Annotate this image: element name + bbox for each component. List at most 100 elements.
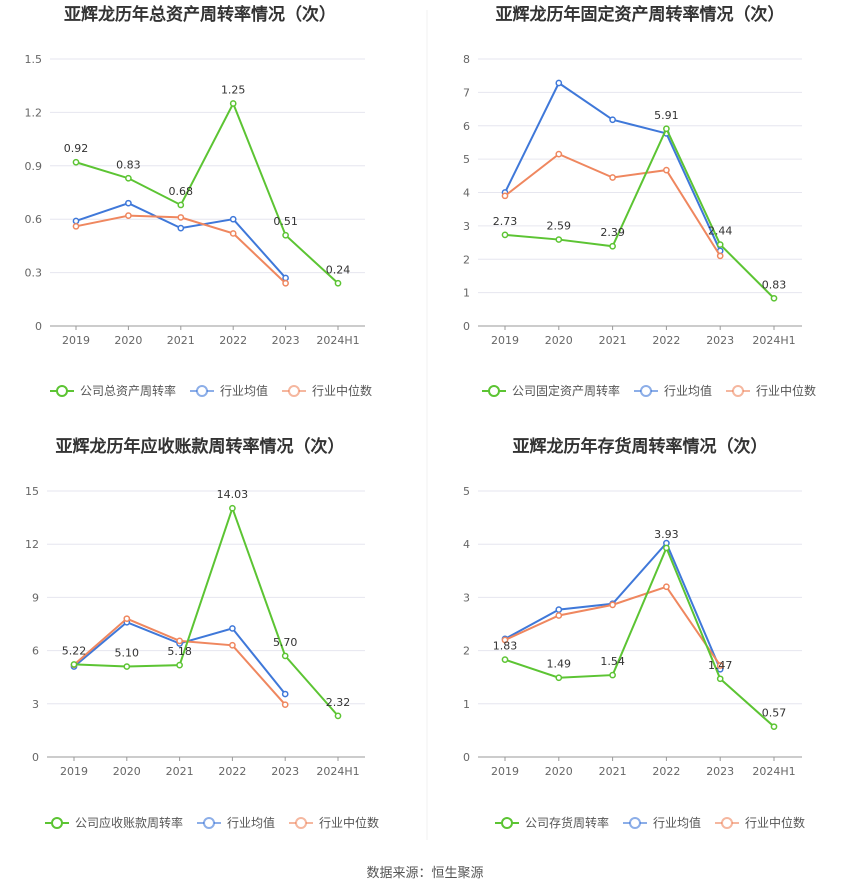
x-tick-label: 2019 bbox=[491, 334, 519, 347]
data-label: 0.68 bbox=[169, 185, 194, 198]
x-tick-label: 2021 bbox=[167, 334, 195, 347]
data-label: 0.83 bbox=[116, 158, 141, 171]
data-label: 5.22 bbox=[62, 644, 87, 657]
legend-marker bbox=[501, 817, 513, 829]
legend-marker bbox=[51, 817, 63, 829]
series-point-1 bbox=[501, 231, 509, 239]
x-tick-label: 2019 bbox=[60, 765, 88, 778]
legend-marker bbox=[629, 817, 641, 829]
data-label: 2.73 bbox=[493, 215, 518, 228]
series-point-2 bbox=[72, 217, 80, 225]
legend-label: 行业中位数 bbox=[312, 383, 372, 398]
x-tick-label: 2020 bbox=[545, 334, 573, 347]
data-label: 1.47 bbox=[708, 659, 733, 672]
series-point-3 bbox=[176, 637, 183, 645]
y-tick-label: 9 bbox=[32, 591, 39, 604]
series-point-3 bbox=[229, 641, 236, 649]
y-tick-label: 7 bbox=[463, 86, 470, 99]
series-point-3 bbox=[555, 150, 563, 158]
x-tick-label: 2022 bbox=[218, 765, 246, 778]
y-tick-label: 0.9 bbox=[25, 160, 43, 173]
legend-label: 行业中位数 bbox=[756, 383, 816, 398]
series-point-2 bbox=[125, 199, 132, 207]
data-label: 5.10 bbox=[115, 647, 140, 660]
series-point-2 bbox=[282, 274, 289, 282]
y-tick-label: 1 bbox=[463, 698, 470, 711]
data-label: 14.03 bbox=[217, 488, 249, 501]
data-label: 2.32 bbox=[326, 696, 351, 709]
chart-4: 亚辉龙历年存货周转率情况（次） 0 1 2 3 4 5 2019 2020 2021 2022 202… bbox=[463, 436, 805, 830]
series-point-3 bbox=[281, 701, 289, 709]
data-label: 3.93 bbox=[654, 528, 679, 541]
legend-marker bbox=[732, 385, 744, 397]
legend-marker bbox=[640, 385, 652, 397]
chart-2: 亚辉龙历年固定资产周转率情况（次） 0 1 2 3 4 5 6 7 8 2019 2020 2021 20… bbox=[463, 4, 816, 398]
x-tick-label: 2024H1 bbox=[316, 765, 359, 778]
data-label: 1.25 bbox=[221, 84, 246, 97]
series-point-1 bbox=[177, 201, 185, 209]
x-tick-label: 2020 bbox=[113, 765, 141, 778]
x-tick-label: 2023 bbox=[706, 765, 734, 778]
chart-title: 亚辉龙历年存货周转率情况（次） bbox=[513, 436, 768, 457]
legend-label: 公司存货周转率 bbox=[525, 815, 609, 830]
x-tick-label: 2020 bbox=[114, 334, 142, 347]
data-label: 5.91 bbox=[654, 109, 679, 122]
series-line-1 bbox=[504, 126, 775, 300]
legend-item-3: 行业中位数 bbox=[282, 383, 372, 398]
data-label: 0.24 bbox=[326, 263, 351, 276]
legend-marker bbox=[295, 817, 307, 829]
series-point-2 bbox=[281, 690, 289, 698]
chart-title: 亚辉龙历年应收账款周转率情况（次） bbox=[56, 436, 345, 457]
legend-label: 行业均值 bbox=[220, 383, 268, 398]
series-point-1 bbox=[770, 723, 778, 731]
x-tick-label: 2022 bbox=[219, 334, 247, 347]
series-point-1 bbox=[716, 241, 724, 248]
series-point-1 bbox=[176, 661, 183, 669]
chart-1: 亚辉龙历年总资产周转率情况（次） 0 0.3 0.6 0.9 1.2 1.5 2019 2020… bbox=[25, 4, 373, 398]
data-label: 5.18 bbox=[167, 645, 192, 658]
series-point-1 bbox=[334, 279, 342, 287]
series-point-3 bbox=[501, 192, 509, 200]
x-tick-label: 2023 bbox=[272, 334, 300, 347]
series-line-1 bbox=[73, 505, 339, 717]
legend-label: 行业均值 bbox=[664, 383, 712, 398]
series-point-2 bbox=[555, 79, 563, 87]
legend-marker bbox=[288, 385, 300, 397]
y-tick-label: 0 bbox=[32, 751, 39, 764]
y-tick-label: 2 bbox=[463, 645, 470, 658]
series-point-1 bbox=[123, 663, 131, 670]
series-point-1 bbox=[229, 100, 237, 107]
series-line-1 bbox=[75, 101, 339, 285]
series-point-2 bbox=[609, 116, 616, 124]
series-point-2 bbox=[555, 606, 563, 613]
y-tick-label: 5 bbox=[463, 153, 470, 166]
series-point-3 bbox=[663, 583, 670, 591]
x-tick-label: 2020 bbox=[545, 765, 573, 778]
x-tick-label: 2023 bbox=[706, 334, 734, 347]
x-tick-label: 2021 bbox=[166, 765, 194, 778]
series-point-1 bbox=[125, 174, 132, 182]
series-point-3 bbox=[125, 212, 132, 219]
series-point-1 bbox=[72, 158, 80, 166]
chart-title: 亚辉龙历年固定资产周转率情况（次） bbox=[496, 4, 785, 25]
series-point-3 bbox=[555, 612, 563, 619]
data-label: 0.57 bbox=[762, 707, 787, 720]
x-tick-label: 2019 bbox=[62, 334, 90, 347]
series-point-3 bbox=[123, 615, 131, 623]
x-tick-label: 2021 bbox=[599, 765, 627, 778]
legend-label: 行业均值 bbox=[653, 815, 701, 830]
x-tick-label: 2019 bbox=[491, 765, 519, 778]
series-line-3 bbox=[73, 617, 286, 706]
legend-label: 公司应收账款周转率 bbox=[75, 815, 183, 830]
series-point-1 bbox=[555, 674, 563, 682]
legend-marker bbox=[196, 385, 208, 397]
series-line-1 bbox=[504, 545, 775, 728]
legend-item-1: 公司存货周转率 bbox=[495, 815, 609, 830]
y-tick-label: 1 bbox=[463, 287, 470, 300]
y-tick-label: 3 bbox=[32, 698, 39, 711]
y-tick-label: 1.2 bbox=[25, 106, 43, 119]
legend-label: 公司总资产周转率 bbox=[80, 383, 176, 398]
y-tick-label: 6 bbox=[32, 645, 39, 658]
series-point-3 bbox=[229, 230, 237, 237]
